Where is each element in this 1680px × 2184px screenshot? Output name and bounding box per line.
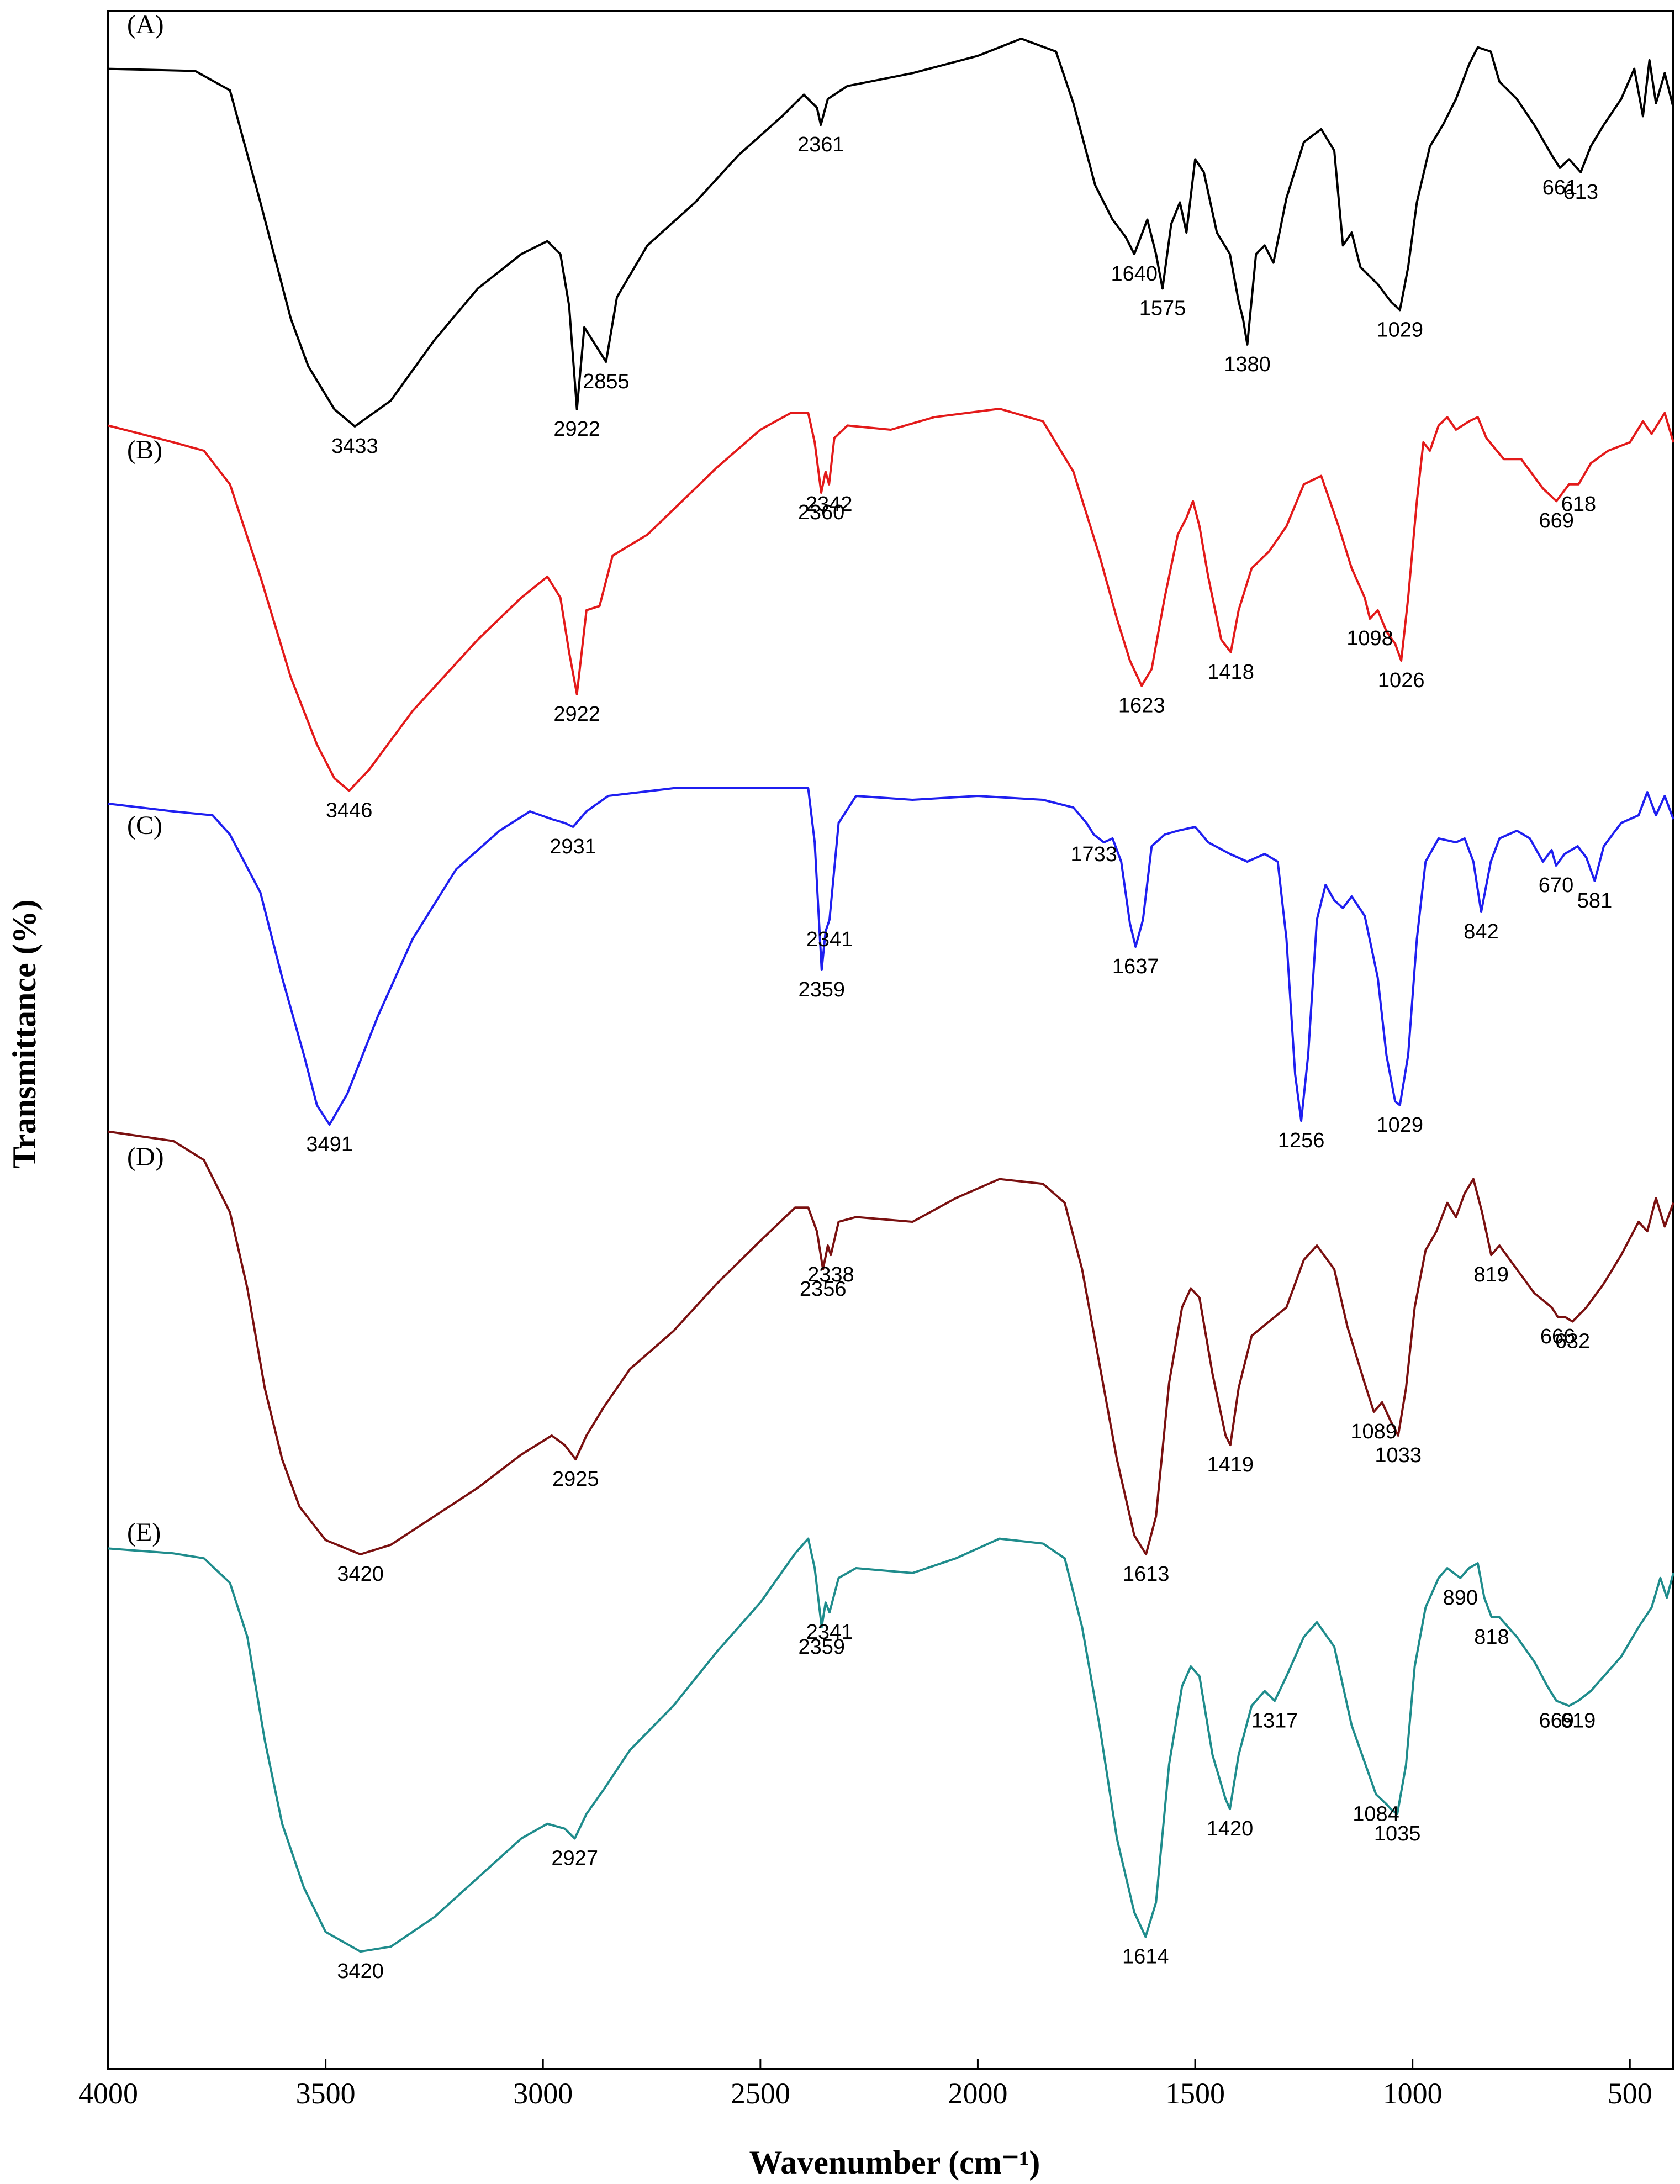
x-tick-label: 3500 [296, 2077, 356, 2110]
peak-label: 2338 [807, 1263, 854, 1286]
series-line [108, 408, 1674, 792]
peak-label: 1098 [1346, 627, 1393, 650]
peak-label: 618 [1561, 493, 1596, 516]
peak-label: 2927 [551, 1847, 598, 1870]
panel-label: (C) [127, 811, 162, 840]
peak-label: 1026 [1378, 669, 1425, 692]
peak-label: 1637 [1112, 955, 1159, 978]
peak-label: 1733 [1070, 843, 1117, 866]
peak-label: 1317 [1251, 1709, 1298, 1732]
peak-label: 619 [1561, 1709, 1596, 1732]
x-tick-label: 4000 [78, 2077, 138, 2110]
peak-label: 581 [1577, 889, 1612, 912]
peak-label: 2342 [806, 493, 853, 516]
x-axis-ticks: 4000 3500 3000 2500 2000 1500 1000 500 [78, 2059, 1652, 2110]
peak-label: 1035 [1374, 1822, 1421, 1845]
peak-label: 2356 [800, 1278, 847, 1301]
peak-label: 1614 [1122, 1945, 1169, 1969]
peak-label: 3446 [326, 799, 373, 822]
peak-label: 1029 [1377, 1114, 1424, 1137]
series-layer: (A)3433292228552361164015751380102966161… [108, 10, 1674, 1983]
peak-label: 670 [1539, 874, 1573, 897]
peak-label: 1575 [1139, 297, 1186, 320]
peak-label: 3420 [337, 1960, 384, 1983]
x-tick-label: 1500 [1165, 2077, 1225, 2110]
peak-label: 819 [1473, 1263, 1508, 1286]
x-axis-title: Wavenumber (cm⁻¹) [749, 2144, 1040, 2181]
peak-label: 2361 [797, 133, 844, 156]
peak-label: 666 [1540, 1325, 1575, 1348]
peak-label: 842 [1464, 920, 1498, 943]
series-line [108, 1537, 1674, 1953]
peak-label: 3420 [337, 1563, 384, 1586]
peak-label: 632 [1555, 1330, 1590, 1353]
peak-label: 1029 [1377, 318, 1424, 341]
peak-label: 661 [1542, 176, 1577, 199]
panel-label: (D) [127, 1142, 164, 1172]
peak-label: 1033 [1375, 1444, 1422, 1467]
plot-frame [107, 10, 1674, 2070]
peak-label: 2922 [553, 703, 600, 726]
series-group: (C) 3491 2931 2359 2341 1733 1637 1256 1029 842 67… [108, 787, 1674, 1156]
x-tick-label: 2000 [948, 2077, 1007, 2110]
peak-label: 2359 [799, 978, 846, 1001]
peak-label: 2855 [583, 370, 630, 393]
peak-label: 2931 [550, 835, 596, 858]
peak-label: 1380 [1224, 353, 1271, 376]
peak-label: 818 [1474, 1626, 1509, 1649]
peak-label: 2922 [553, 418, 600, 441]
panel-label: (E) [127, 1518, 161, 1547]
peak-label: 2341 [806, 928, 853, 951]
peak-label: 669 [1539, 509, 1573, 532]
peak-label: 1084 [1353, 1802, 1399, 1826]
peak-label: 1613 [1123, 1563, 1170, 1586]
peak-label: 1419 [1207, 1453, 1254, 1476]
series-line [108, 1130, 1674, 1555]
x-tick-label: 3000 [513, 2077, 573, 2110]
peak-label: 1623 [1118, 694, 1165, 718]
peak-label: 2359 [799, 1636, 846, 1659]
peak-label: 2341 [806, 1621, 853, 1644]
peak-label: 2925 [552, 1468, 599, 1491]
x-tick-label: 1000 [1383, 2077, 1443, 2110]
series-group: (A) 3433 2922 2855 2361 1640 1575 1380 1029 66161… [108, 10, 1674, 458]
peak-label: 1420 [1207, 1817, 1254, 1840]
peak-label: 1256 [1278, 1129, 1325, 1152]
x-tick-label: 2500 [731, 2077, 790, 2110]
peak-label: 1418 [1207, 661, 1254, 684]
peak-label: 2360 [798, 501, 845, 524]
series-line [108, 787, 1674, 1126]
peak-label: 3491 [306, 1133, 353, 1156]
peak-label: 613 [1563, 181, 1598, 204]
panel-label: (B) [127, 435, 162, 465]
peak-label: 669 [1539, 1709, 1573, 1732]
peak-label: 1089 [1350, 1420, 1397, 1443]
series-line [108, 38, 1674, 428]
panel-label: (A) [127, 10, 164, 39]
peak-label: 890 [1443, 1586, 1478, 1610]
y-axis-title: Transmittance (%) [6, 899, 43, 1168]
x-tick-label: 500 [1608, 2077, 1652, 2110]
peak-label: 1640 [1111, 262, 1158, 286]
peak-label: 3433 [331, 435, 378, 458]
